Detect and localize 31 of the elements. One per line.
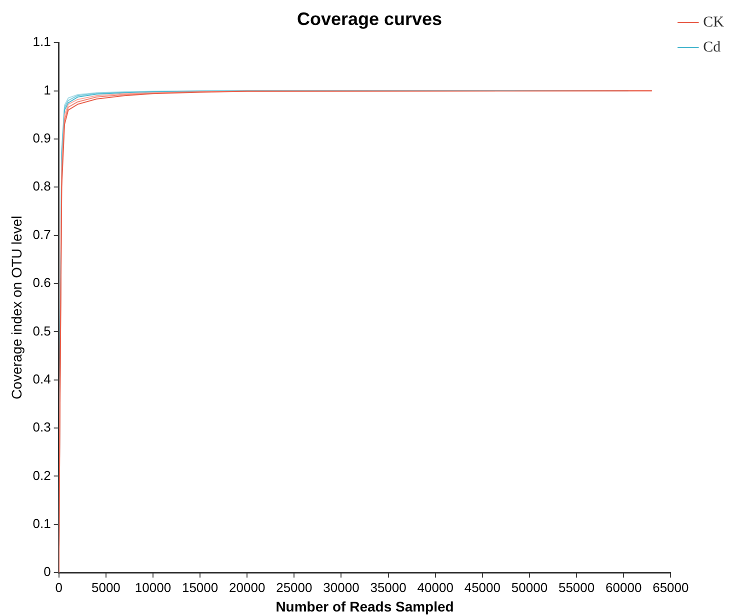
x-tick-label: 30000 (323, 580, 360, 595)
y-tick-label: 1.1 (32, 34, 51, 50)
x-tick-label: 35000 (370, 580, 406, 595)
x-tick-label: 40000 (417, 580, 454, 595)
y-tick-label: 0.3 (32, 420, 51, 435)
y-tick-label: 0.4 (32, 371, 51, 386)
x-tick-label: 5000 (91, 580, 120, 595)
y-tick-label: 0.8 (32, 178, 51, 194)
legend-label: CK (703, 14, 724, 30)
chart-title: Coverage curves (296, 8, 442, 29)
y-tick-label: 0.6 (32, 275, 51, 290)
legend-label: Cd (703, 39, 722, 56)
y-tick-label: 0.9 (32, 130, 51, 146)
y-tick-label: 0.7 (32, 226, 51, 242)
y-tick-label: 0.2 (32, 468, 51, 483)
y-tick-label: 0 (44, 564, 51, 580)
x-tick-label: 25000 (276, 580, 312, 595)
x-tick-label: 20000 (229, 580, 266, 595)
x-tick-label: 10000 (134, 580, 172, 595)
x-axis-title: Number of Reads Sampled (276, 598, 454, 614)
y-tick-label: 0.1 (32, 516, 51, 531)
x-tick-label: 50000 (511, 580, 548, 595)
x-tick-label: 0 (55, 580, 62, 595)
y-tick-label: 1 (44, 82, 51, 98)
x-tick-label: 60000 (606, 580, 642, 595)
y-tick-label: 0.5 (32, 323, 51, 338)
x-tick-label: 45000 (464, 580, 500, 595)
x-tick-label: 55000 (558, 580, 595, 595)
x-tick-label: 15000 (182, 580, 218, 595)
y-axis-title: Coverage index on OTU level (8, 216, 24, 400)
x-tick-label: 65000 (652, 580, 689, 595)
